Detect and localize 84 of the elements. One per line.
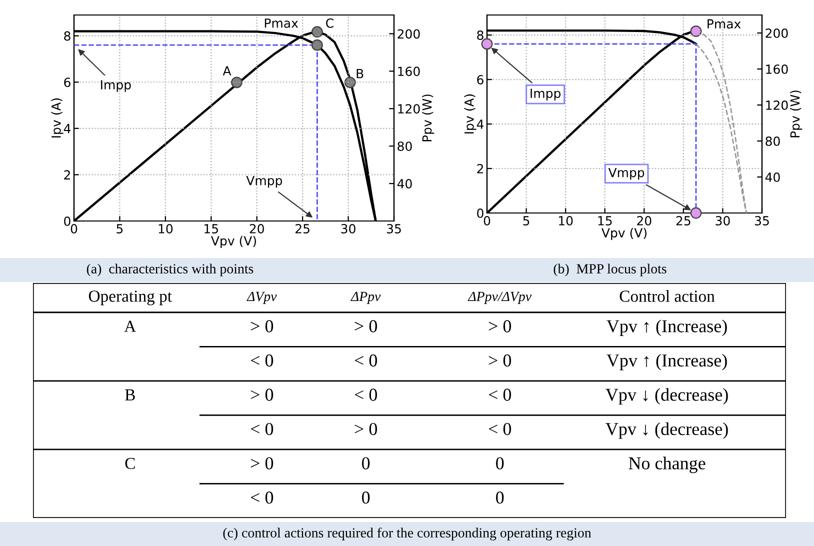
y2-tick-label: 160 — [398, 66, 420, 76]
text: Vpv ↑ (Increase) — [606, 354, 727, 370]
text: 0 — [362, 457, 370, 470]
text: > 0 — [488, 320, 512, 332]
y2-tick-label: 120 — [766, 100, 788, 110]
x-tick-label: 35 — [755, 216, 769, 226]
annotation: A — [222, 66, 232, 76]
x-tick-label: 25 — [296, 224, 310, 234]
text: < 0 — [354, 388, 377, 401]
x-tick-label: 10 — [158, 224, 173, 234]
y-tick-label: 6 — [477, 74, 484, 84]
text: 0 — [496, 491, 504, 504]
annotation: Pmax — [708, 19, 741, 29]
y2-tick-label: 200 — [398, 29, 420, 39]
y-axis-title: Ipv (A) — [51, 98, 64, 138]
y-tick-label: 2 — [477, 164, 483, 174]
x-tick-label: 10 — [558, 216, 573, 226]
text: Vpv ↑ (Increase) — [606, 320, 727, 336]
y2-tick-label: 120 — [398, 104, 420, 114]
category-label: Control action — [620, 290, 715, 302]
text: > 0 — [354, 320, 377, 332]
annotation: Pmax — [264, 18, 298, 28]
text: > 0 — [250, 320, 274, 332]
y2-tick-label: 40 — [397, 179, 412, 188]
annotation: B — [356, 69, 364, 78]
y2-tick-label: 200 — [766, 28, 788, 38]
y2-axis-title: Ppv (W) — [422, 94, 434, 142]
y2-tick-label: 40 — [765, 172, 780, 182]
y-tick-label: 4 — [64, 124, 71, 134]
text: C — [125, 458, 135, 470]
annotation: Vmpp — [608, 168, 644, 180]
y2-tick-label: 80 — [398, 142, 412, 152]
x-tick-label: 30 — [341, 224, 356, 234]
x-tick-label: 30 — [716, 216, 730, 226]
x-tick-label: 15 — [598, 216, 612, 226]
text: < 0 — [488, 388, 512, 401]
text: < 0 — [250, 354, 274, 367]
y-tick-label: 8 — [477, 30, 484, 40]
text: B — [125, 389, 135, 400]
y-tick-label: 4 — [476, 120, 484, 129]
category-label: ΔPpv/ΔVpv — [468, 292, 532, 304]
category-label: ΔPpv — [350, 292, 381, 304]
x-axis-title: Vpv (V) — [602, 228, 647, 240]
text: (c) control actions required for the corresponding operating region — [223, 528, 592, 540]
text: A — [124, 320, 136, 332]
text: < 0 — [250, 491, 274, 504]
text: Vpv ↓ (decrease) — [606, 388, 728, 405]
y-axis-title: Ipv (A) — [464, 94, 476, 134]
category-label: ΔVpv — [246, 292, 277, 304]
category-label: Operating pt — [88, 290, 172, 306]
text: < 0 — [354, 354, 377, 367]
y2-axis-title: Ppv (W) — [790, 90, 802, 138]
x-axis-title: Vpv (V) — [211, 236, 256, 248]
text: > 0 — [250, 388, 274, 401]
text: > 0 — [488, 354, 512, 367]
x-tick-label: 5 — [116, 224, 123, 234]
text: Vpv ↓ (decrease) — [606, 422, 728, 439]
x-tick-label: 15 — [204, 224, 218, 234]
annotation: C — [326, 18, 334, 28]
x-tick-label: 0 — [484, 216, 490, 226]
x-tick-label: 35 — [387, 224, 401, 234]
x-tick-label: 25 — [676, 216, 690, 226]
text: (a) characteristics with points — [86, 264, 254, 276]
text: < 0 — [488, 422, 512, 436]
annotation: Vmpp — [246, 176, 282, 188]
text: 0 — [496, 457, 504, 470]
text: No change — [628, 456, 706, 474]
text: (b) MPP locus plots — [554, 264, 666, 276]
y2-tick-label: 160 — [766, 64, 788, 74]
x-tick-label: 20 — [250, 224, 264, 234]
y2-tick-label: 80 — [766, 136, 780, 146]
y-tick-label: 0 — [477, 208, 484, 218]
text: < 0 — [250, 422, 274, 436]
y-tick-label: 6 — [64, 78, 70, 88]
annotation: Impp — [101, 80, 131, 92]
x-tick-label: 0 — [70, 224, 78, 234]
y-tick-label: 8 — [64, 31, 70, 41]
text: > 0 — [250, 457, 274, 470]
text: > 0 — [354, 422, 377, 436]
text: 0 — [362, 491, 370, 504]
x-tick-label: 5 — [523, 216, 530, 226]
y-tick-label: 2 — [64, 170, 70, 180]
annotation: Impp — [530, 88, 561, 100]
x-tick-label: 20 — [637, 216, 652, 226]
